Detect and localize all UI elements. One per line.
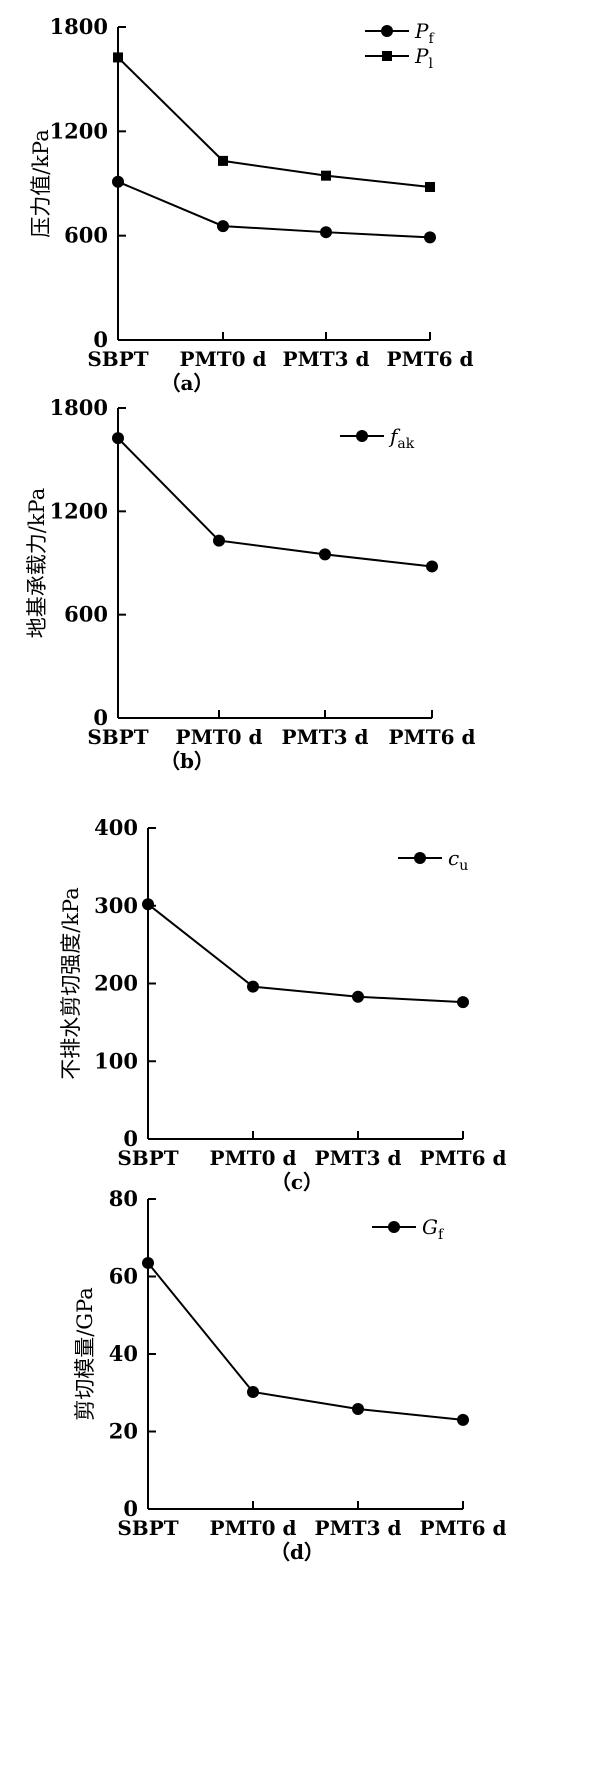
data-point-fak xyxy=(112,432,124,445)
data-point-Pf xyxy=(112,175,124,188)
y-tick-label: 1800 xyxy=(50,395,108,420)
series-line-Gf xyxy=(147,1262,464,1421)
y-tick-label: 40 xyxy=(109,1341,138,1366)
y-tick-label: 0 xyxy=(93,705,108,730)
series-line-Pf xyxy=(117,180,431,239)
data-point-Gf xyxy=(247,1385,259,1398)
data-point-fak xyxy=(213,534,225,547)
y-tick-label: 60 xyxy=(109,1264,138,1289)
x-tick-label: SBPT xyxy=(117,1146,178,1170)
legend-subscript: u xyxy=(459,858,468,874)
x-tick-label: SBPT xyxy=(87,725,148,749)
legend-subscript: f xyxy=(428,31,435,47)
legend-marker xyxy=(381,25,393,37)
legend-marker xyxy=(414,852,426,864)
y-axis-title: 压力值/kPa xyxy=(29,129,53,238)
x-tick-label: PMT6 d xyxy=(420,1146,507,1170)
data-point-Gf xyxy=(352,1403,364,1416)
chart-panel-1: 0 600 1200 1800 SBPT PMT0 d PMT3 d PMT6 d 地基承载力/… xyxy=(25,395,475,773)
data-point-Pl xyxy=(113,52,123,63)
data-point-cu xyxy=(247,980,259,993)
legend-label: Gf xyxy=(422,1215,445,1243)
chart-panel-3: 0 20 40 60 80 SBPT PMT0 d PMT3 d PMT6 d 剪切模量/GPa （… xyxy=(73,1186,506,1564)
y-tick-label: 1200 xyxy=(50,498,108,523)
x-tick-label: PMT3 d xyxy=(315,1146,402,1170)
y-tick-label: 1800 xyxy=(50,14,108,39)
data-point-Pf xyxy=(320,226,332,239)
series-line-fak xyxy=(117,437,433,568)
data-point-Pl xyxy=(425,181,435,192)
data-point-Pf xyxy=(217,220,229,233)
data-point-fak xyxy=(426,560,438,573)
legend-label: fak xyxy=(388,424,415,452)
legend-symbol: c xyxy=(448,846,459,870)
data-point-cu xyxy=(457,996,469,1009)
y-axis-title: 剪切模量/GPa xyxy=(73,1287,97,1421)
y-tick-label: 100 xyxy=(94,1048,138,1073)
legend-symbol: P xyxy=(414,44,429,68)
legend-label: Pf xyxy=(414,19,435,47)
legend-subscript: l xyxy=(428,56,433,72)
legend-symbol: P xyxy=(414,19,429,43)
x-tick-label: PMT6 d xyxy=(420,1516,507,1540)
y-axis-title: 地基承载力/kPa xyxy=(25,488,49,639)
panel-label: （a） xyxy=(161,371,214,395)
y-axis-title: 不排水剪切强度/kPa xyxy=(59,887,83,1080)
panel-label: （c） xyxy=(271,1170,323,1194)
x-tick-label: PMT3 d xyxy=(315,1516,402,1540)
legend-subscript: ak xyxy=(397,436,414,452)
data-point-Pf xyxy=(424,231,436,244)
data-point-Pl xyxy=(218,155,228,166)
panel-label: （d） xyxy=(270,1540,324,1564)
x-tick-label: PMT0 d xyxy=(210,1146,297,1170)
x-tick-label: PMT0 d xyxy=(210,1516,297,1540)
y-tick-label: 600 xyxy=(64,223,108,248)
series-line-cu xyxy=(147,903,464,1004)
y-tick-label: 0 xyxy=(123,1496,138,1521)
data-point-Gf xyxy=(457,1413,469,1426)
y-tick-label: 200 xyxy=(94,971,138,996)
x-tick-label: SBPT xyxy=(117,1516,178,1540)
x-tick-label: PMT3 d xyxy=(283,347,370,371)
x-tick-label: SBPT xyxy=(87,347,148,371)
data-point-Gf xyxy=(142,1256,154,1269)
data-point-cu xyxy=(352,990,364,1003)
legend-label: Pl xyxy=(414,44,433,72)
legend-marker xyxy=(388,1221,400,1233)
x-tick-label: PMT6 d xyxy=(389,725,476,749)
y-tick-label: 1200 xyxy=(50,118,108,143)
y-tick-label: 400 xyxy=(94,815,138,840)
y-tick-label: 20 xyxy=(109,1419,138,1444)
legend-label: cu xyxy=(448,846,468,874)
x-tick-label: PMT0 d xyxy=(180,347,267,371)
y-tick-label: 0 xyxy=(93,327,108,352)
chart-panel-2: 0 100 200 300 400 SBPT PMT0 d PMT3 d PMT6 d 不排水剪切… xyxy=(59,815,506,1194)
series-line-Pl xyxy=(117,56,431,188)
data-point-Pl xyxy=(321,170,331,181)
legend-symbol: G xyxy=(422,1215,438,1239)
data-point-cu xyxy=(142,898,154,911)
legend-marker xyxy=(356,430,368,442)
legend-marker xyxy=(382,51,392,61)
x-tick-label: PMT0 d xyxy=(176,725,263,749)
y-tick-label: 0 xyxy=(123,1126,138,1151)
x-tick-label: PMT3 d xyxy=(282,725,369,749)
y-tick-label: 80 xyxy=(109,1186,138,1211)
chart-panel-0: 0 600 1200 1800 SBPT PMT0 d PMT3 d PMT6 d 压力值/kP… xyxy=(29,14,473,395)
data-point-fak xyxy=(319,548,331,561)
legend-subscript: f xyxy=(438,1227,445,1243)
y-tick-label: 300 xyxy=(94,893,138,918)
panel-label: （b） xyxy=(160,749,214,773)
y-tick-label: 600 xyxy=(64,602,108,627)
x-tick-label: PMT6 d xyxy=(387,347,474,371)
